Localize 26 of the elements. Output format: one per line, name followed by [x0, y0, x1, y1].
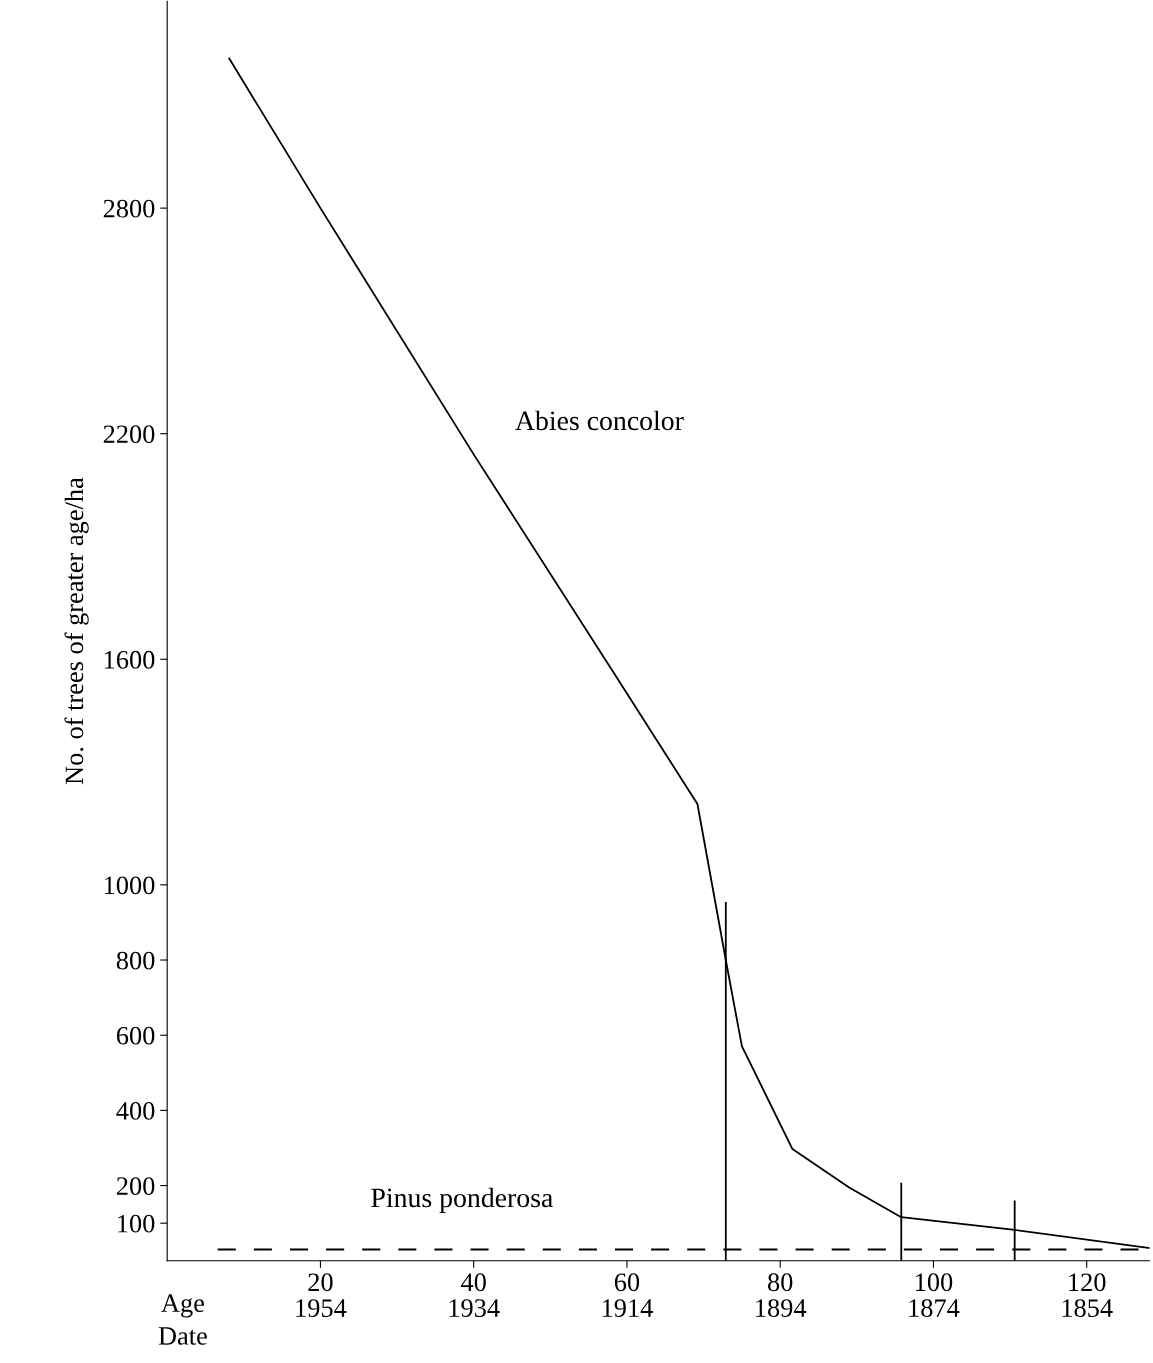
x2-tick-label: 1894	[756, 1299, 807, 1317]
series-label: Abies concolor	[515, 410, 684, 431]
x2-axis-title: Date	[158, 1327, 207, 1345]
y-tick-label: 200	[116, 1177, 155, 1195]
x2-tick-label: 1934	[449, 1299, 500, 1317]
y-tick-label: 2800	[103, 199, 155, 218]
y-tick-label: 1000	[104, 876, 155, 895]
x-tick-label: 60	[614, 1273, 640, 1292]
y-tick-label: 2200	[103, 425, 155, 444]
x2-tick-label: 1854	[1062, 1299, 1113, 1317]
x2-tick-label: 1914	[602, 1299, 653, 1317]
x-tick-label: 20	[308, 1273, 333, 1292]
x-axis-title: Age	[161, 1294, 204, 1318]
x2-tick-label: 1874	[909, 1299, 960, 1317]
y-tick-label: 1600	[104, 650, 155, 669]
x2-tick-label: 1954	[296, 1299, 347, 1317]
y-axis-title: No. of trees of greater age/ha	[64, 477, 89, 785]
series-label: Pinus ponderosa	[371, 1187, 553, 1213]
y-tick-label: 800	[116, 951, 155, 970]
x-tick-label: 120	[1069, 1273, 1106, 1292]
y-tick-label: 600	[116, 1026, 155, 1045]
y-tick-label: 400	[116, 1102, 155, 1120]
x-tick-label: 40	[461, 1273, 486, 1292]
x-tick-label: 80	[768, 1273, 793, 1292]
x-tick-label: 100	[915, 1273, 953, 1292]
y-tick-label: 100	[118, 1214, 155, 1233]
